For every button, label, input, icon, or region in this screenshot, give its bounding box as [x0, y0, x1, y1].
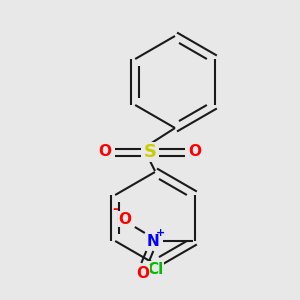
Text: O: O — [136, 266, 149, 280]
Text: Cl: Cl — [147, 262, 163, 277]
Text: -: - — [112, 202, 118, 216]
Text: O: O — [188, 145, 202, 160]
Text: +: + — [156, 228, 166, 238]
Text: O: O — [118, 212, 131, 226]
Text: N: N — [146, 233, 159, 248]
Text: O: O — [98, 145, 112, 160]
Text: S: S — [143, 143, 157, 161]
